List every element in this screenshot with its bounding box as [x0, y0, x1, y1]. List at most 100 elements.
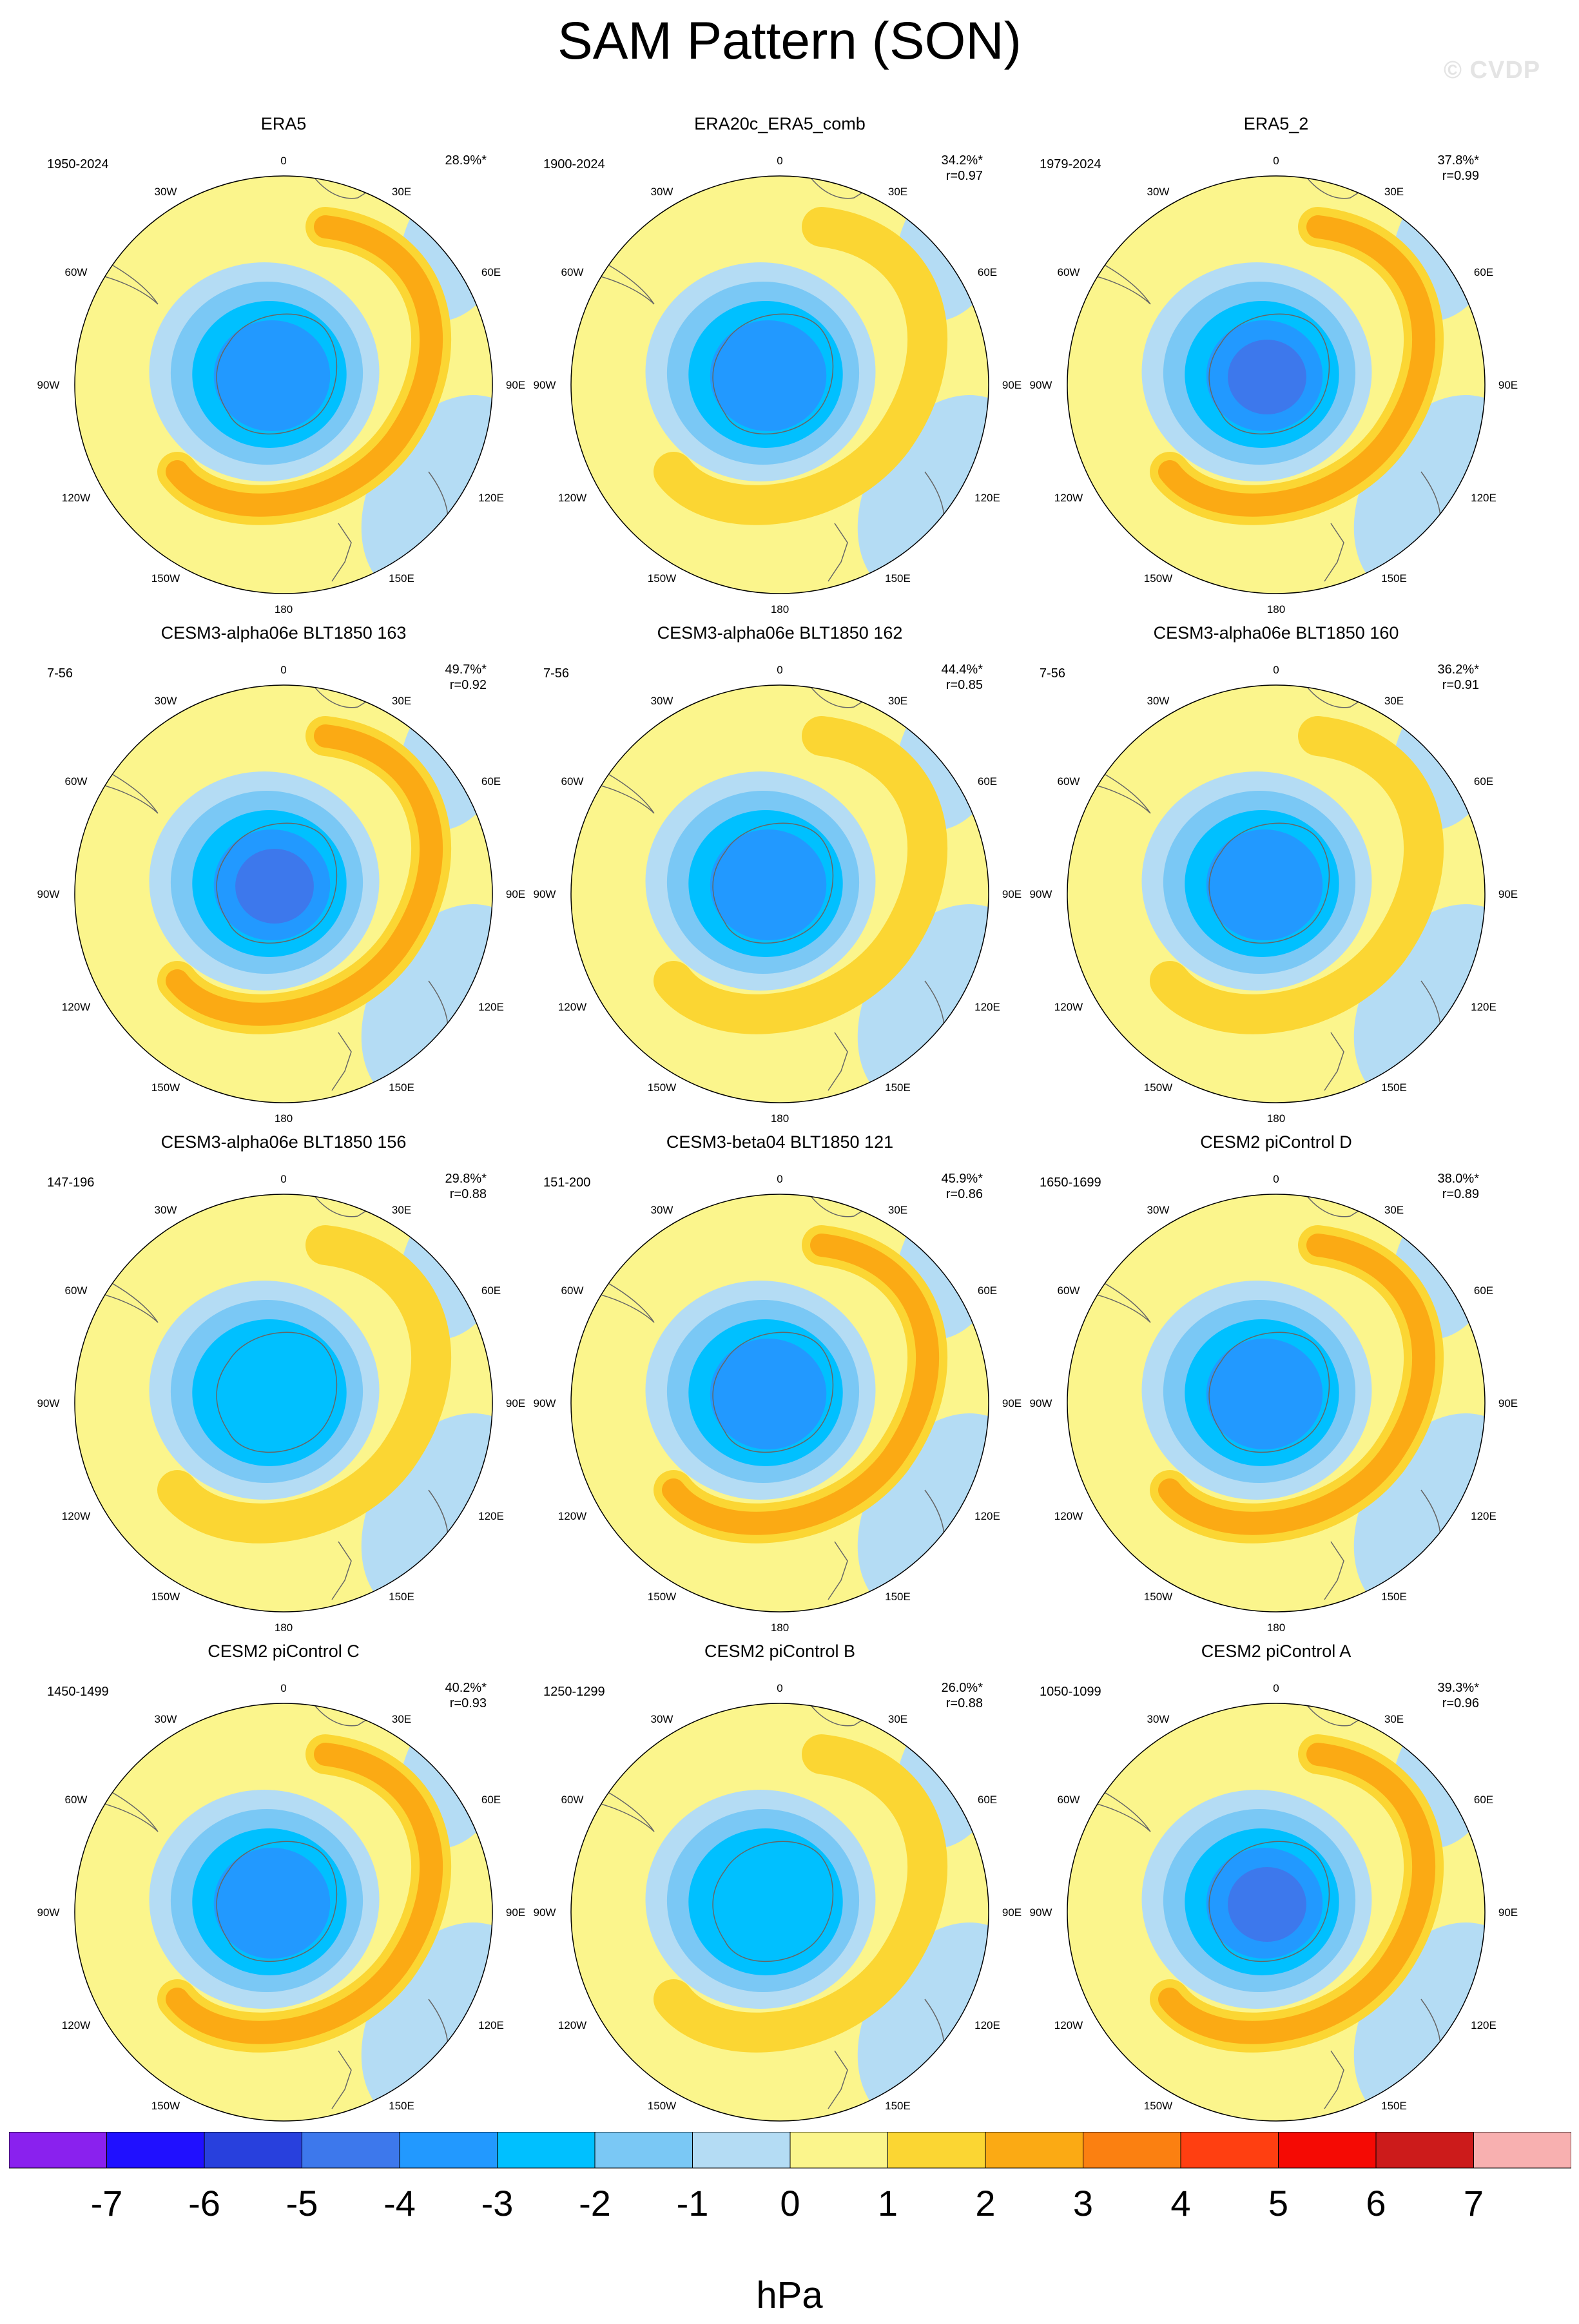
antarctica-coastline [712, 313, 834, 435]
new-zealand-coastline [1324, 1032, 1344, 1091]
longitude-label: 90E [1498, 1906, 1518, 1919]
panel-title: CESM3-beta04 BLT1850 121 [666, 1132, 894, 1152]
longitude-label: 60W [1058, 775, 1080, 788]
colorbar-tick-label: 1 [878, 2183, 898, 2223]
longitude-label: 150E [885, 572, 911, 585]
map-panel-era20c-era5-comb: ERA20c_ERA5_comb 1900-2024 34.2%* r=0.97 0 30… [532, 113, 1028, 623]
panel-title: CESM2 piControl D [1200, 1132, 1352, 1152]
longitude-label: 150W [648, 2100, 676, 2112]
longitude-label: 90E [1002, 1397, 1022, 1409]
longitude-label: 60E [978, 1794, 997, 1806]
new-zealand-coastline [828, 523, 848, 582]
antarctica-coastline [1208, 822, 1330, 944]
map-border [74, 1194, 493, 1612]
longitude-label: 150E [885, 1591, 911, 1603]
map-border [570, 684, 989, 1103]
polar-map: 0 30E 60E 90E 120E 150E 180 150W 120W 90W 60W 30W [534, 664, 1022, 1125]
longitude-label: 120W [62, 2019, 90, 2031]
antarctica-coastline [216, 822, 338, 944]
longitude-label: 30E [392, 695, 411, 707]
antarctica-coastline [216, 313, 338, 435]
colorbar-tick-label: 2 [975, 2183, 995, 2223]
polar-map: 0 30E 60E 90E 120E 150E 180 150W 120W 90W 60W 30W [1030, 155, 1518, 615]
polar-map: 0 30E 60E 90E 120E 150E 180 150W 120W 90W 60W 30W [37, 155, 526, 615]
polar-low-level--5 [235, 849, 314, 924]
longitude-label: 180 [275, 603, 293, 615]
colorbar-swatch [9, 2132, 107, 2169]
longitude-label: 30W [155, 695, 177, 707]
longitude-label: 180 [1267, 603, 1285, 615]
map-panel-cesm2-picontrol-c: CESM2 piControl C 1450-1499 40.2%* r=0.93 0 3… [35, 1641, 532, 2150]
longitude-label: 90W [1030, 379, 1052, 391]
colorbar-tick-label: -2 [579, 2183, 611, 2223]
panel-title: CESM3-alpha06e BLT1850 162 [657, 623, 903, 643]
longitude-label: 0 [280, 1682, 286, 1694]
longitude-label: 150E [389, 572, 414, 585]
positive-ring-level-2 [1158, 1234, 1435, 1535]
antarctica-coastline [712, 1331, 834, 1453]
map-panel-cesm2-picontrol-d: CESM2 piControl D 1650-1699 38.0%* r=0.89 0 3… [1028, 1132, 1524, 1641]
longitude-label: 0 [777, 664, 782, 676]
panel-title: ERA5_2 [1243, 114, 1309, 133]
new-zealand-coastline [828, 1541, 848, 1600]
colorbar-swatch [497, 2132, 596, 2169]
colorbar-tick-label: -3 [481, 2183, 514, 2223]
africa-coastline [1304, 1194, 1377, 1217]
panel-period: 7-56 [1040, 666, 1066, 681]
panel-title: ERA20c_ERA5_comb [694, 114, 866, 133]
longitude-label: 150W [1144, 1591, 1172, 1603]
colorbar-swatch [1375, 2132, 1474, 2169]
longitude-label: 30E [1384, 695, 1404, 707]
longitude-label: 60E [978, 1284, 997, 1297]
longitude-label: 30E [1384, 186, 1404, 198]
colorbar-tick-label: -5 [286, 2183, 318, 2223]
panel-variance: 44.4%* [941, 663, 983, 677]
longitude-label: 90E [1002, 379, 1022, 391]
longitude-label: 0 [280, 664, 286, 676]
longitude-label: 120E [478, 492, 504, 504]
longitude-label: 150E [1381, 572, 1407, 585]
longitude-label: 30E [1384, 1204, 1404, 1216]
new-zealand-coastline [331, 523, 352, 582]
map-border [1067, 684, 1486, 1103]
panel-title: CESM3-alpha06e BLT1850 163 [160, 623, 407, 643]
panel-title: CESM2 piControl B [704, 1641, 856, 1661]
longitude-label: 90W [534, 1906, 556, 1919]
panel-title: CESM2 piControl A [1201, 1641, 1351, 1661]
africa-coastline [312, 1194, 384, 1217]
panel-title: CESM3-alpha06e BLT1850 160 [1153, 623, 1399, 643]
longitude-label: 120W [558, 1001, 586, 1013]
panel-variance: 39.3%* [1437, 1681, 1480, 1695]
map-border [74, 684, 493, 1103]
panel-correlation: r=0.91 [1442, 678, 1479, 692]
longitude-label: 60W [561, 1794, 584, 1806]
colorbar-tick-label: 3 [1073, 2183, 1093, 2223]
africa-coastline [1304, 685, 1377, 708]
antarctica-coastline [712, 1841, 834, 1962]
map-panel-cesm2-picontrol-b: CESM2 piControl B 1250-1299 26.0%* r=0.88 0 3… [532, 1641, 1028, 2150]
antarctica-coastline [1208, 1331, 1330, 1453]
panel-variance: 34.2%* [941, 153, 983, 168]
longitude-label: 120E [1471, 2019, 1497, 2031]
longitude-label: 30W [651, 1204, 673, 1216]
colorbar-tick-label: -1 [677, 2183, 709, 2223]
colorbar-tick-label: -6 [188, 2183, 220, 2223]
longitude-label: 30E [888, 695, 907, 707]
longitude-label: 30W [651, 186, 673, 198]
antarctica-coastline [216, 1331, 338, 1453]
colorbar-swatch [594, 2132, 693, 2169]
map-panel-era5-2: ERA5_2 1979-2024 37.8%* r=0.99 0 30E 60E 90E 120… [1028, 113, 1524, 623]
colorbar-tick-label: 4 [1170, 2183, 1190, 2223]
panel-period: 147-196 [47, 1176, 95, 1190]
map-border [74, 1703, 493, 2122]
longitude-label: 90W [1030, 888, 1052, 900]
colorbar-swatch [985, 2132, 1083, 2169]
positive-ring-level-2 [166, 1743, 443, 2044]
longitude-label: 60W [1058, 1794, 1080, 1806]
longitude-label: 120E [478, 2019, 504, 2031]
polar-low-level--4 [710, 1339, 827, 1449]
colorbar-swatch [1278, 2132, 1377, 2169]
longitude-label: 120W [1054, 1001, 1083, 1013]
longitude-label: 30W [1147, 1204, 1170, 1216]
longitude-label: 0 [777, 1682, 782, 1694]
